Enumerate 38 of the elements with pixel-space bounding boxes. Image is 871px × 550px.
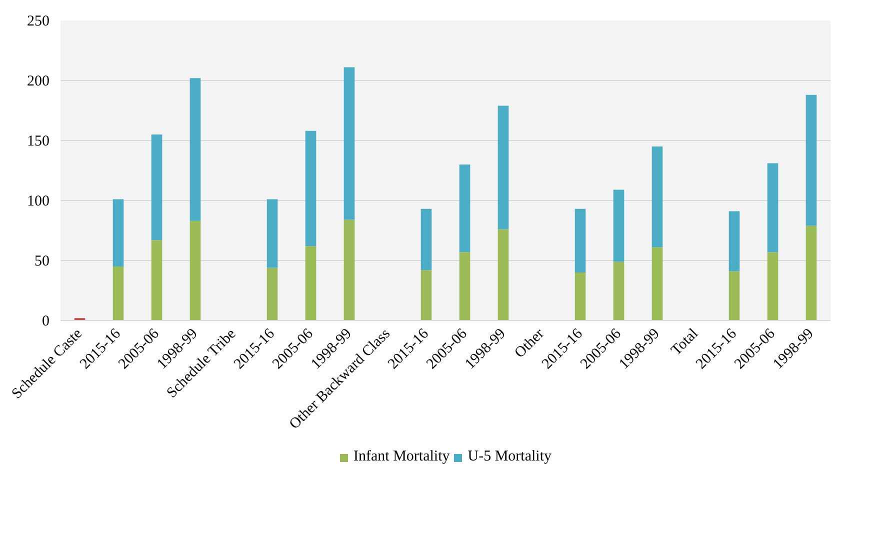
y-tick-label: 0 <box>42 314 50 330</box>
bar <box>112 199 124 266</box>
bar <box>420 208 432 270</box>
bar <box>112 266 124 320</box>
bar <box>498 106 509 230</box>
bar <box>806 226 817 320</box>
bar <box>151 240 162 320</box>
bar <box>344 67 355 220</box>
y-tick-label: 200 <box>27 74 50 90</box>
bar <box>728 211 740 272</box>
bar <box>498 229 509 320</box>
bar <box>574 208 586 272</box>
y-tick-label: 250 <box>27 14 50 30</box>
bar <box>344 220 355 320</box>
y-tick-label: 150 <box>27 134 50 150</box>
bar <box>305 246 316 320</box>
bar <box>266 268 278 320</box>
bar <box>767 163 778 252</box>
bar <box>806 94 817 226</box>
bar <box>420 270 432 320</box>
bar <box>190 220 201 320</box>
legend-label: U-5 Mortality <box>468 448 552 466</box>
bar <box>459 252 470 320</box>
bar <box>151 134 162 240</box>
bar <box>728 271 740 320</box>
bar <box>613 262 624 320</box>
bar <box>459 164 470 252</box>
bar <box>266 199 278 268</box>
y-tick-label: 100 <box>27 194 50 210</box>
bar <box>305 130 316 246</box>
legend-label: Infant Mortality <box>354 448 450 466</box>
bar <box>652 247 663 320</box>
bar <box>190 78 201 221</box>
bar <box>652 146 663 248</box>
y-tick-label: 50 <box>34 254 50 270</box>
bar <box>574 272 586 320</box>
bar <box>613 190 624 262</box>
bar <box>767 252 778 320</box>
